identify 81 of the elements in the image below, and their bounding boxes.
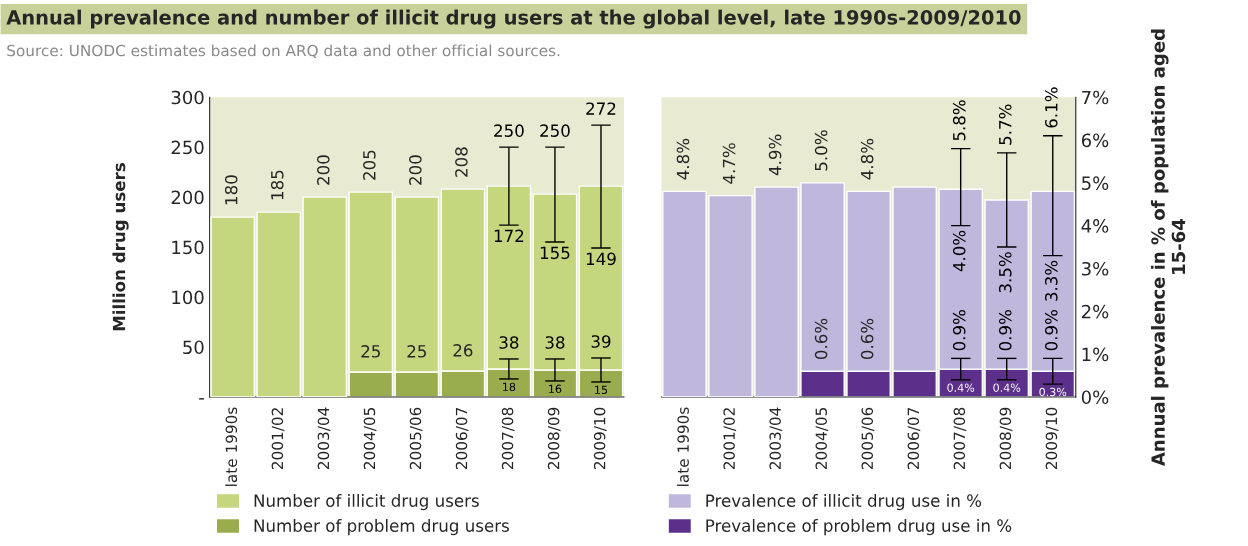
- x-tick-label: 2005/06: [861, 407, 875, 470]
- annotation: 3.3%: [1044, 260, 1058, 301]
- annotation: 250: [494, 124, 524, 137]
- y-tick-label: 5%: [1082, 176, 1109, 190]
- y-tick-label: 4%: [1081, 219, 1109, 233]
- annotation: 149: [586, 252, 616, 266]
- annotation: 5.7%: [998, 104, 1012, 145]
- annotation: 6.1%: [1044, 87, 1058, 128]
- x-tick-label: 2007/08: [501, 407, 515, 470]
- annotation: 38: [545, 336, 565, 349]
- total-label: 4.8%: [860, 138, 874, 180]
- total-label: 208: [455, 147, 468, 177]
- total-label: 200: [316, 155, 330, 185]
- annotation: 15: [595, 385, 608, 395]
- x-tick-label: 2009/10: [593, 407, 607, 470]
- annotation: 16: [549, 384, 562, 394]
- total-label: 185: [270, 170, 284, 200]
- legend-label: Prevalence of illicit drug use in %: [706, 494, 982, 511]
- total-label: 4.9%: [768, 134, 782, 176]
- legend-label: Number of problem drug users: [254, 519, 509, 536]
- x-tick-label: 2009/10: [1045, 407, 1059, 470]
- x-tick-label: 2006/07: [455, 407, 469, 470]
- annotation: 39: [591, 335, 611, 348]
- y-tick-label: 250: [171, 140, 204, 155]
- y-tick-label: 1%: [1082, 347, 1109, 362]
- annotation: 0.9%: [952, 310, 966, 351]
- x-tick-label: late 1990s: [677, 407, 689, 486]
- x-tick-label: 2001/02: [723, 408, 737, 470]
- y-tick-label: 0%: [1081, 390, 1109, 405]
- data-label: 0.6%: [860, 318, 874, 360]
- annotation: 5.8%: [952, 100, 966, 141]
- total-label: 200: [409, 155, 422, 185]
- x-tick-label: 2007/08: [953, 407, 967, 470]
- annotation: 0.9%: [998, 310, 1012, 351]
- x-tick-label: 2004/05: [363, 408, 377, 470]
- y-axis-title: Annual prevalence in % of population aged 15-64: [1150, 29, 1186, 467]
- total-label: 180: [224, 175, 238, 205]
- y-tick-label: -: [199, 398, 204, 400]
- y-tick-label: 300: [171, 90, 204, 105]
- data-label: 25: [407, 345, 426, 358]
- y-tick-label: 200: [171, 190, 204, 205]
- annotation: 3.5%: [998, 252, 1012, 293]
- x-tick-label: 2006/07: [907, 407, 921, 470]
- annotation: 250: [540, 124, 570, 137]
- chart-subtitle: Source: UNODC estimates based on ARQ data and other official sources.: [7, 44, 560, 59]
- x-tick-label: 2003/04: [769, 407, 783, 470]
- annotation: 18: [503, 382, 516, 392]
- y-axis-title: Million drug users: [112, 163, 129, 331]
- annotation: 0.3%: [1039, 387, 1067, 397]
- annotation: 155: [540, 246, 570, 260]
- annotation: 0.4%: [947, 383, 975, 392]
- annotation: 4.0%: [952, 230, 966, 272]
- total-label: 4.7%: [722, 143, 736, 184]
- x-tick-label: 2003/04: [317, 407, 331, 470]
- annotation: 272: [586, 102, 616, 115]
- x-tick-label: 2008/09: [999, 407, 1013, 470]
- x-tick-label: late 1990s: [225, 407, 238, 486]
- annotation: 0.9%: [1044, 310, 1058, 351]
- total-label: 4.8%: [676, 138, 690, 180]
- annotation: 0.4%: [993, 383, 1021, 392]
- x-tick-label: 2005/06: [409, 407, 423, 470]
- legend-label: Number of illicit drug users: [254, 494, 479, 511]
- total-label: 205: [363, 150, 376, 180]
- y-tick-label: 2%: [1081, 304, 1109, 319]
- x-tick-label: 2008/09: [547, 407, 561, 470]
- legend-label: Prevalence of problem drug use in %: [706, 519, 1012, 536]
- x-tick-label: 2004/05: [815, 408, 829, 470]
- y-tick-label: 100: [172, 290, 204, 305]
- total-label: 5.0%: [814, 130, 828, 171]
- chart-title: Annual prevalence and number of illicit drug users at the global level, late 1990s-2009/2010: [6, 9, 1021, 29]
- y-tick-label: 3%: [1082, 261, 1109, 276]
- y-tick-label: 150: [172, 240, 204, 255]
- y-tick-label: 6%: [1081, 133, 1109, 148]
- annotation: 38: [499, 336, 519, 349]
- data-label: 26: [453, 344, 473, 357]
- y-tick-label: 50: [183, 340, 204, 355]
- annotation: 172: [494, 229, 524, 242]
- x-tick-label: 2001/02: [271, 408, 285, 470]
- data-label: 25: [361, 345, 380, 358]
- y-tick-label: 7%: [1082, 90, 1109, 105]
- data-label: 0.6%: [814, 318, 828, 360]
